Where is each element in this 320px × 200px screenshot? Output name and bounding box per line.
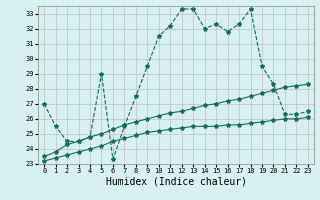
X-axis label: Humidex (Indice chaleur): Humidex (Indice chaleur) — [106, 177, 246, 187]
